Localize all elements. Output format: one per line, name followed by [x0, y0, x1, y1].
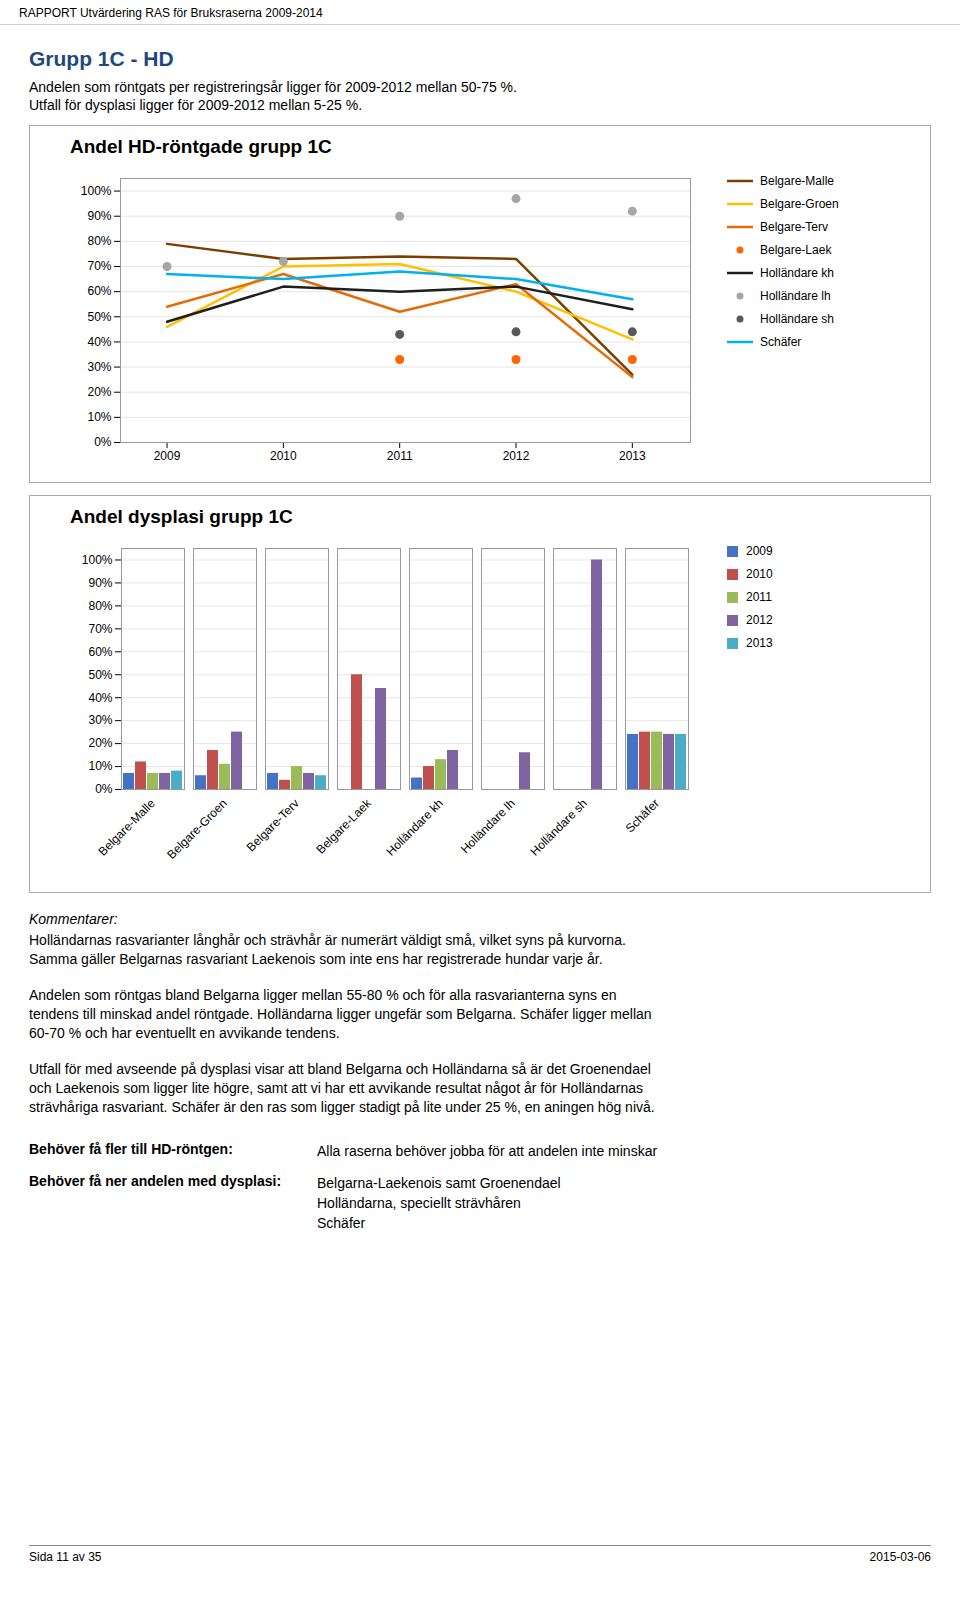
html-text:Grupp 1C - HD: Grupp 1C - HD: [29, 47, 174, 70]
html-text:Andel dysplasi grupp 1C: Andel dysplasi grupp 1C: [70, 506, 293, 527]
svg-text:2009: 2009: [154, 449, 181, 463]
html-text:tendens till minskad andel rön: tendens till minskad andel röntgade. Hol…: [29, 1006, 652, 1022]
svg-text:50%: 50%: [88, 668, 112, 682]
html-text:Samma gäller Belgarnas rasvari: Samma gäller Belgarnas rasvariant Laeken…: [29, 951, 603, 967]
svg-text:80%: 80%: [87, 234, 111, 248]
html-text:2010: 2010: [746, 567, 773, 581]
html-text:Holländare sh: Holländare sh: [760, 312, 834, 326]
svg-text:40%: 40%: [87, 335, 111, 349]
svg-text:100%: 100%: [81, 184, 112, 198]
html-text:Belgare-Terv: Belgare-Terv: [760, 220, 828, 234]
html-text:Andel HD-röntgade grupp 1C: Andel HD-röntgade grupp 1C: [70, 136, 332, 157]
svg-text:Holländare sh: Holländare sh: [528, 796, 590, 858]
html-text:Behöver få ner andelen med dys: Behöver få ner andelen med dysplasi:: [29, 1173, 282, 1189]
svg-text:40%: 40%: [88, 691, 112, 705]
svg-text:100%: 100%: [82, 553, 113, 567]
svg-text:Holländare kh: Holländare kh: [384, 796, 446, 858]
svg-text:70%: 70%: [88, 622, 112, 636]
svg-text:2013: 2013: [619, 449, 646, 463]
svg-text:2011: 2011: [387, 449, 413, 463]
html-text:2013: 2013: [746, 636, 773, 650]
html-text:Belgare-Groen: Belgare-Groen: [760, 197, 839, 211]
html-text:Schäfer: Schäfer: [317, 1215, 366, 1231]
svg-text:2012: 2012: [503, 449, 530, 463]
html-text:Behöver få fler till HD-röntge: Behöver få fler till HD-röntgen:: [29, 1141, 233, 1157]
svg-text:Holländare lh: Holländare lh: [458, 796, 518, 856]
svg-text:10%: 10%: [88, 759, 112, 773]
svg-text:20%: 20%: [88, 736, 112, 750]
svg-text:2010: 2010: [270, 449, 297, 463]
html-text:Utfall för dysplasi ligger för: Utfall för dysplasi ligger för 2009-2012…: [29, 97, 363, 113]
html-text:Utfall för med avseende på dys: Utfall för med avseende på dysplasi visa…: [29, 1061, 651, 1077]
html-text:Belgare-Malle: Belgare-Malle: [760, 174, 834, 188]
svg-text:90%: 90%: [87, 209, 111, 223]
html-text:Holländare kh: Holländare kh: [760, 266, 834, 280]
svg-text:10%: 10%: [87, 410, 111, 424]
svg-text:30%: 30%: [88, 713, 112, 727]
svg-text:80%: 80%: [88, 599, 112, 613]
svg-text:0%: 0%: [94, 435, 112, 449]
html-text:Alla raserna behöver jobba för: Alla raserna behöver jobba för att andel…: [317, 1143, 658, 1159]
svg-text:Belgare-Laek: Belgare-Laek: [313, 796, 374, 857]
svg-text:70%: 70%: [87, 259, 111, 273]
svg-text:Schäfer: Schäfer: [623, 796, 662, 835]
html-text:Holländarna, speciellt strävhå: Holländarna, speciellt strävhåren: [317, 1195, 521, 1211]
svg-text:Belgare-Terv: Belgare-Terv: [244, 796, 302, 854]
html-text:60-70 % och har eventuellt en: 60-70 % och har eventuellt en avvikande …: [29, 1025, 340, 1041]
svg-text:20%: 20%: [87, 385, 111, 399]
html-text:Andelen som röntgats per regis: Andelen som röntgats per registreringsår…: [29, 79, 517, 95]
html-text:strävhåriga rasvariant. Schäfe: strävhåriga rasvariant. Schäfer är den r…: [29, 1099, 655, 1115]
html-text:RAPPORT Utvärdering RAS för Br: RAPPORT Utvärdering RAS för Bruksraserna…: [19, 6, 323, 20]
html-text:2009: 2009: [746, 544, 773, 558]
html-text:Sida 11 av 35: Sida 11 av 35: [29, 1550, 102, 1564]
svg-text:50%: 50%: [87, 310, 111, 324]
svg-text:Belgare-Groen: Belgare-Groen: [164, 796, 230, 862]
html-text:2011: 2011: [746, 590, 772, 604]
html-text:Holländarnas rasvarianter lång: Holländarnas rasvarianter långhår och st…: [29, 932, 626, 948]
html-text:Andelen som röntgas bland Belg: Andelen som röntgas bland Belgarna ligge…: [29, 987, 617, 1003]
svg-text:60%: 60%: [87, 284, 111, 298]
html-text:och Laekenois som ligger lite: och Laekenois som ligger lite högre, sam…: [29, 1080, 643, 1096]
html-text:2012: 2012: [746, 613, 773, 627]
svg-text:90%: 90%: [88, 576, 112, 590]
svg-text:60%: 60%: [88, 645, 112, 659]
html-text:Holländare lh: Holländare lh: [760, 289, 831, 303]
html-text:Belgarna-Laekenois samt Groene: Belgarna-Laekenois samt Groenendael: [317, 1175, 561, 1191]
html-text:2015-03-06: 2015-03-06: [869, 1550, 931, 1564]
html-text:Schäfer: Schäfer: [760, 335, 802, 349]
svg-text:0%: 0%: [95, 782, 113, 796]
html-text:Kommentarer:: Kommentarer:: [29, 911, 118, 927]
html-text:Belgare-Laek: Belgare-Laek: [760, 243, 832, 257]
svg-text:30%: 30%: [87, 360, 111, 374]
svg-text:Belgare-Malle: Belgare-Malle: [96, 796, 158, 858]
